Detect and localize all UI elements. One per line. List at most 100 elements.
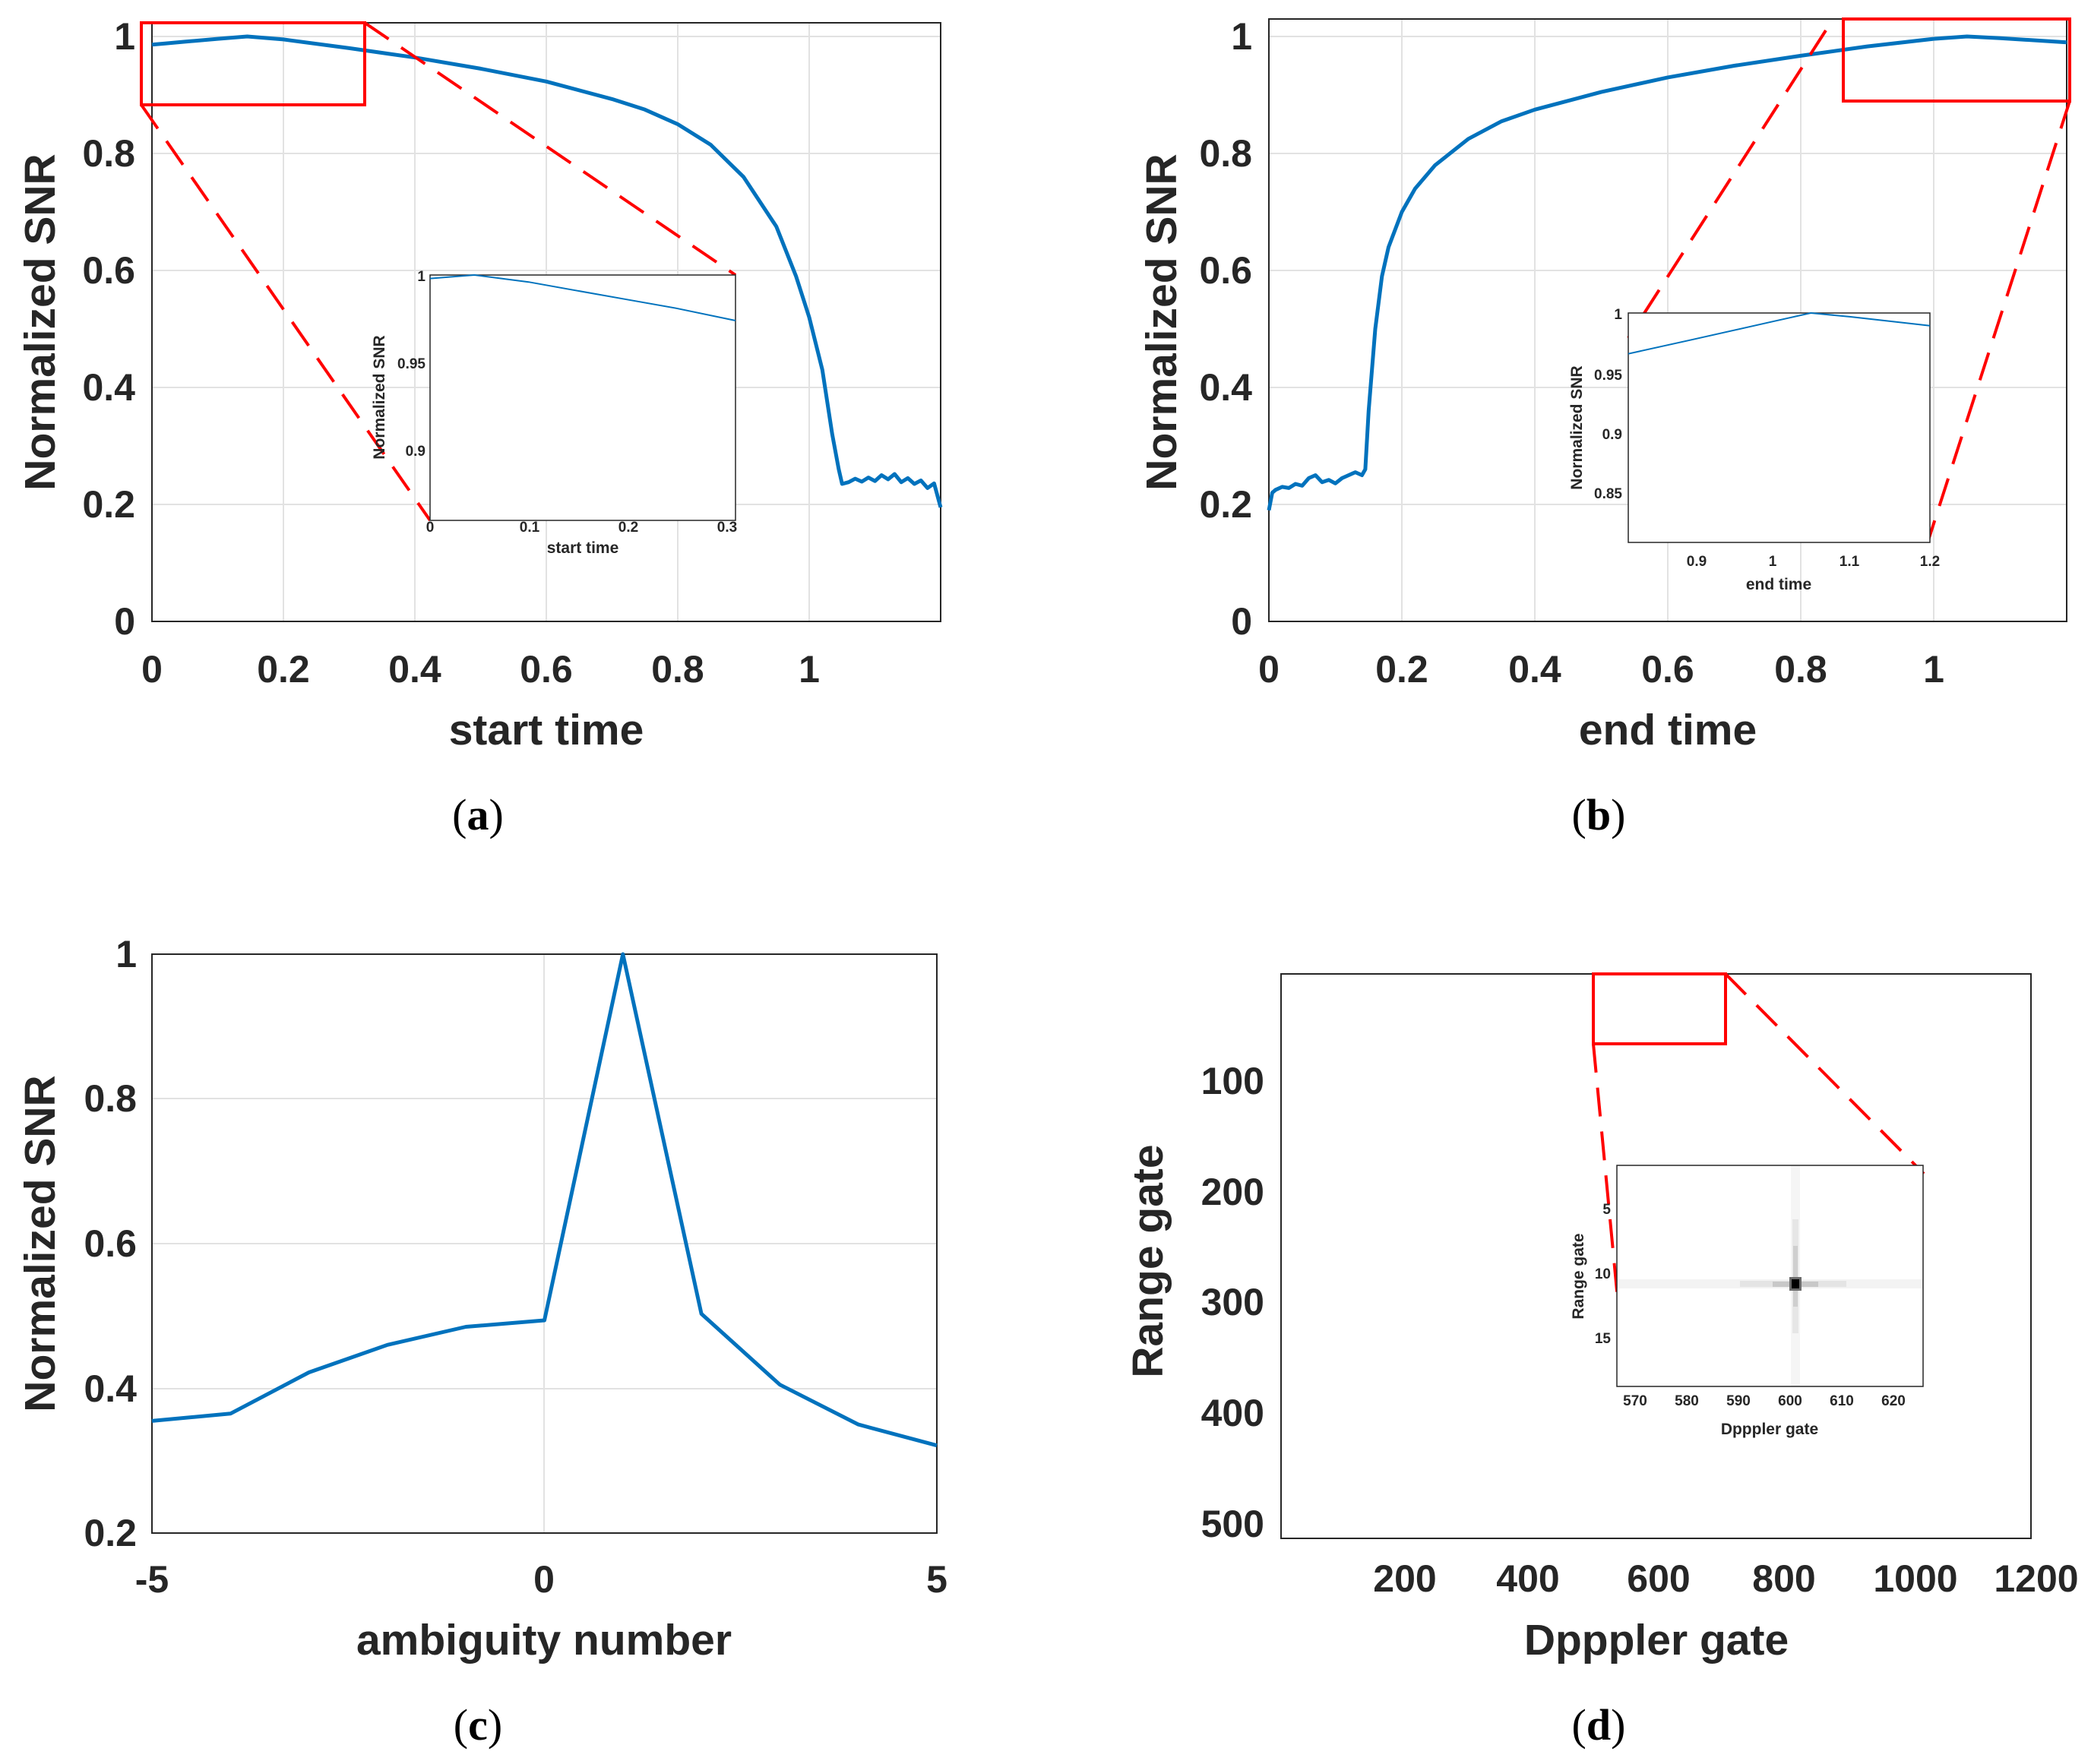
inset-x-tick-label: 0.1 [520, 520, 540, 536]
y-tick-label: 0.2 [84, 1512, 137, 1554]
y-tick-label: 100 [1201, 1060, 1264, 1102]
y-tick-label: 0.8 [82, 132, 135, 175]
inset-x-tick-label: 590 [1726, 1393, 1751, 1409]
y-tick-label: 0.6 [84, 1222, 137, 1265]
panel-a-y-axis-label: Normalized SNR [16, 153, 65, 490]
panel-d-caption-letter: d [1586, 1700, 1611, 1750]
x-tick-label: 5 [926, 1558, 947, 1601]
panel-b-y-ticks: 0 0.2 0.4 0.6 0.8 1 [1199, 15, 1252, 643]
panel-d-x-ticks: 200 400 600 800 1000 1200 [1373, 1557, 2078, 1600]
snr-line [151, 34, 943, 508]
panel-d-caption: (d) [1572, 1700, 1626, 1750]
y-tick-label: 0.4 [1199, 366, 1252, 409]
x-tick-label: 0 [141, 648, 163, 691]
y-tick-label: 200 [1201, 1171, 1264, 1213]
y-tick-label: 0.4 [82, 366, 135, 409]
panel-a-y-ticks: 0 0.2 0.4 0.6 0.8 1 [82, 15, 135, 643]
panel-a-series-group [151, 34, 943, 508]
panel-a: 0 0.2 0.4 0.6 0.8 1 0 0.2 0.4 0.6 0.8 1 … [16, 15, 943, 839]
panel-a-inset-series-group [429, 273, 736, 321]
inset-x-tick-label: 580 [1675, 1393, 1699, 1409]
x-tick-label: 1200 [1994, 1557, 2078, 1600]
x-tick-label: 1000 [1873, 1557, 1957, 1600]
panel-b-caption: (b) [1572, 790, 1626, 839]
panel-a-inset-x-label: start time [547, 539, 619, 557]
panel-c-x-axis-label: ambiguity number [356, 1616, 732, 1664]
x-tick-label: 0.4 [1508, 648, 1561, 691]
x-tick-label: 800 [1752, 1557, 1815, 1600]
panel-a-zoom-box [140, 21, 366, 106]
x-tick-label: 0.6 [520, 648, 573, 691]
panel-d-inset-heatmap [1617, 1165, 1923, 1386]
panel-b-x-axis-label: end time [1579, 706, 1757, 754]
panel-b-y-axis-label: Normalized SNR [1137, 153, 1186, 490]
panel-a-inset-y-label: Normalized SNR [371, 335, 388, 459]
x-tick-label: 0.2 [257, 648, 310, 691]
panel-d-inset: 570 580 590 600 610 620 5 10 15 Dpppler … [1570, 1165, 1924, 1438]
inset-y-tick-label: 0.95 [1594, 368, 1622, 384]
inset-y-tick-label: 0.85 [1594, 486, 1622, 502]
panel-d-inset-y-label: Range gate [1570, 1233, 1587, 1319]
y-tick-label: 300 [1201, 1281, 1264, 1323]
x-tick-label: 400 [1496, 1557, 1559, 1600]
panel-a-inset: 0 0.1 0.2 0.3 0.9 0.95 1 start time Norm… [371, 269, 737, 557]
panel-d-x-axis-label: Dpppler gate [1524, 1616, 1789, 1664]
y-tick-label: 0.6 [82, 249, 135, 292]
panel-c-series-group [151, 952, 938, 1448]
panel-d-inset-x-label: Dpppler gate [1721, 1421, 1818, 1438]
y-tick-label: 0.8 [1199, 132, 1252, 175]
panel-b-zoom-connector [1926, 100, 2071, 543]
x-tick-label: 600 [1627, 1557, 1690, 1600]
y-tick-label: 0.2 [1199, 483, 1252, 526]
inset-y-tick-label: 0.9 [406, 444, 425, 460]
inset-y-tick-label: 0.95 [397, 356, 425, 372]
panel-a-zoom-connector [363, 21, 737, 277]
panel-a-axes-frame [151, 22, 941, 622]
panel-b-x-ticks: 0 0.2 0.4 0.6 0.8 1 [1258, 648, 1944, 691]
inset-snr-line [429, 273, 736, 321]
y-tick-label: 0.2 [82, 483, 135, 526]
inset-y-tick-label: 15 [1595, 1331, 1612, 1347]
inset-x-tick-label: 0.3 [717, 520, 737, 536]
panel-b-zoom-connector [1627, 29, 1827, 340]
snr-vs-ambiguity-line [151, 952, 938, 1448]
x-tick-label: 0.4 [388, 648, 441, 691]
y-tick-label: 400 [1201, 1392, 1264, 1434]
y-tick-label: 0.8 [84, 1077, 137, 1120]
x-tick-label: 200 [1373, 1557, 1436, 1600]
panel-c-grid [152, 954, 937, 1533]
inset-snr-line [1628, 311, 1931, 355]
heatmap-peak [1792, 1279, 1799, 1288]
panel-b-axes-frame [1268, 18, 2067, 622]
y-tick-label: 0.6 [1199, 249, 1252, 292]
panel-b-inset-x-label: end time [1746, 576, 1811, 593]
inset-x-tick-label: 610 [1830, 1393, 1854, 1409]
panel-b: 0 0.2 0.4 0.6 0.8 1 0 0.2 0.4 0.6 0.8 1 … [1137, 15, 2071, 839]
x-tick-label: 0.6 [1641, 648, 1694, 691]
panel-a-caption-letter: a [467, 790, 489, 839]
panel-c-axes-frame [151, 953, 938, 1534]
panel-a-x-axis-label: start time [449, 706, 644, 754]
panel-d: 200 400 600 800 1000 1200 100 200 300 40… [1124, 972, 2079, 1750]
inset-x-tick-label: 1 [1769, 554, 1777, 570]
inset-y-tick-label: 1 [1614, 307, 1622, 323]
y-tick-label: 0 [1231, 600, 1252, 643]
y-tick-label: 0.4 [84, 1367, 137, 1410]
panel-c-y-ticks: 0.2 0.4 0.6 0.8 1 [84, 933, 137, 1554]
panel-b-inset: 0.9 1 1.1 1.2 0.85 0.9 0.95 1 end time N… [1568, 307, 1940, 593]
panel-c-caption-letter: c [468, 1700, 488, 1750]
panel-b-inset-frame [1628, 312, 1931, 543]
inset-y-tick-label: 0.9 [1602, 427, 1622, 443]
panel-b-series-group [1267, 34, 2067, 511]
x-tick-label: -5 [135, 1558, 169, 1601]
inset-x-tick-label: 1.1 [1840, 554, 1860, 570]
snr-line [1267, 34, 2067, 511]
panel-d-zoom-connector [1724, 972, 1925, 1175]
inset-x-tick-label: 570 [1623, 1393, 1647, 1409]
panel-d-zoom-box [1592, 972, 1727, 1045]
inset-x-tick-label: 1.2 [1920, 554, 1940, 570]
y-tick-label: 1 [115, 933, 137, 975]
panel-c-y-axis-label: Normalized SNR [16, 1075, 65, 1412]
y-tick-label: 0 [114, 600, 135, 643]
y-tick-label: 500 [1201, 1503, 1264, 1545]
